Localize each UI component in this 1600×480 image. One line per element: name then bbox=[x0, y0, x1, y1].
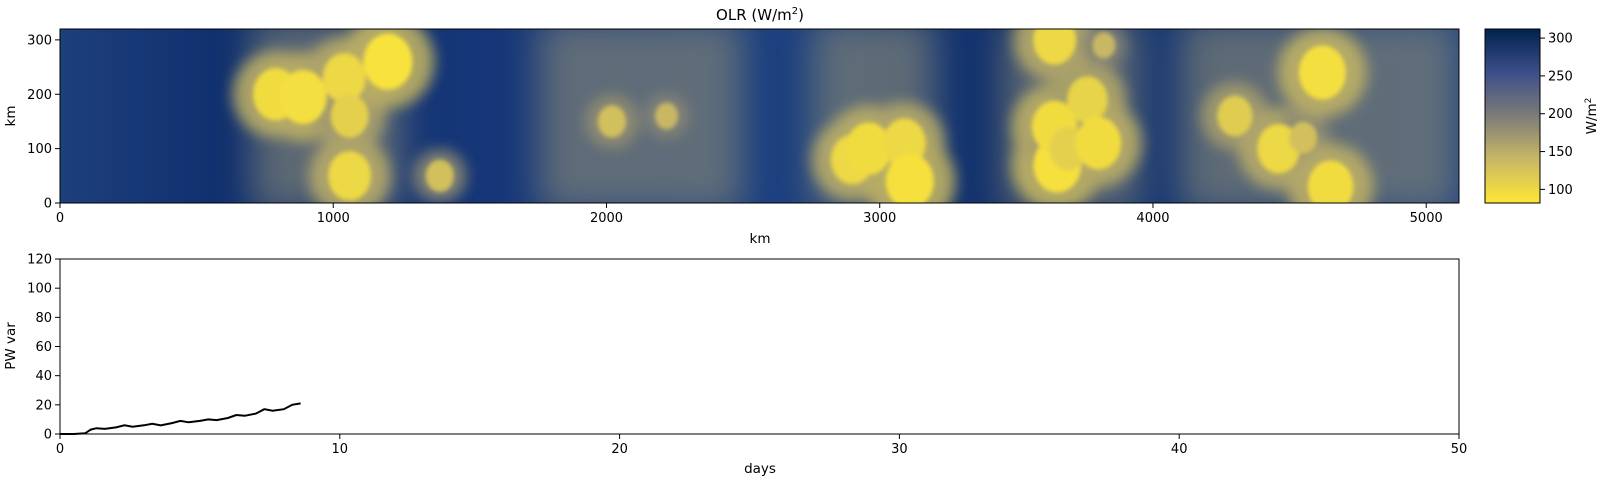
cell-core-4 bbox=[328, 151, 372, 201]
pwvar-x-tick-label: 50 bbox=[1451, 442, 1468, 457]
pwvar-y-tick-label: 20 bbox=[35, 398, 52, 413]
cell-core-5 bbox=[363, 33, 413, 90]
pwvar-y-tick-label: 80 bbox=[35, 311, 52, 326]
pwvar-x-tick-label: 40 bbox=[1171, 442, 1188, 457]
pwvar-y-tick-label: 0 bbox=[44, 428, 52, 443]
olr-x-tick-label: 4000 bbox=[1136, 211, 1169, 226]
colorbar-ticks: 100 150 200 250 300 bbox=[1540, 32, 1573, 198]
colorbar-frame bbox=[1484, 28, 1541, 204]
cell-core-6 bbox=[425, 159, 454, 192]
pwvar-panel: 0 10 20 30 40 50 0 20 40 60 80 100 120 days PW var bbox=[3, 253, 1467, 478]
cell-core-1 bbox=[279, 69, 327, 124]
olr-y-tick-label: 100 bbox=[27, 142, 52, 157]
cell-core-8 bbox=[655, 102, 679, 130]
pwvar-x-ticks: 0 10 20 30 40 50 bbox=[56, 434, 1467, 457]
cell-core-layer bbox=[253, 29, 1354, 203]
colorbar-label: W/m2 bbox=[1584, 98, 1600, 135]
colorbar-fill bbox=[1485, 29, 1540, 203]
pwvar-x-tick-label: 0 bbox=[56, 442, 64, 457]
cell-core-19 bbox=[1092, 32, 1116, 59]
pwvar-x-axis-label: days bbox=[744, 461, 776, 477]
colorbar-tick-label: 250 bbox=[1548, 69, 1573, 84]
olr-title: OLR (W/m2) bbox=[716, 6, 804, 24]
pwvar-series-line bbox=[60, 402, 301, 435]
cell-core-2 bbox=[322, 53, 366, 103]
cell-core-12 bbox=[885, 153, 934, 203]
colorbar-tick-label: 150 bbox=[1548, 145, 1573, 160]
olr-x-tick-label: 1000 bbox=[317, 211, 350, 226]
olr-y-ticks: 0 100 200 300 bbox=[27, 33, 60, 212]
cell-core-24 bbox=[1307, 160, 1354, 203]
pwvar-axes-frame bbox=[59, 258, 1460, 435]
cell-core-13 bbox=[1033, 29, 1077, 65]
cell-core-10 bbox=[846, 122, 892, 175]
olr-y-tick-label: 200 bbox=[27, 88, 52, 103]
olr-x-ticks: 0 1000 2000 3000 4000 5000 bbox=[56, 203, 1443, 226]
pwvar-y-ticks: 0 20 40 60 80 100 120 bbox=[27, 253, 60, 443]
cell-core-7 bbox=[597, 105, 626, 138]
cell-core-17 bbox=[1067, 76, 1108, 123]
olr-y-axis-label: km bbox=[3, 106, 19, 127]
pwvar-y-tick-label: 120 bbox=[27, 253, 52, 268]
pwvar-x-tick-label: 10 bbox=[332, 442, 349, 457]
colorbar-tick-label: 100 bbox=[1548, 183, 1573, 198]
olr-y-tick-label: 300 bbox=[27, 33, 52, 48]
pwvar-x-tick-label: 20 bbox=[611, 442, 628, 457]
olr-axes-frame bbox=[59, 28, 1460, 204]
pwvar-y-tick-label: 40 bbox=[35, 369, 52, 384]
colorbar-tick-label: 300 bbox=[1548, 32, 1573, 47]
olr-x-tick-label: 0 bbox=[56, 211, 64, 226]
olr-x-tick-label: 2000 bbox=[590, 211, 623, 226]
olr-x-tick-label: 3000 bbox=[863, 211, 896, 226]
olr-field bbox=[60, 29, 1459, 203]
pwvar-y-axis-label: PW var bbox=[3, 322, 19, 370]
pwvar-y-tick-label: 60 bbox=[35, 340, 52, 355]
cell-core-23 bbox=[1298, 45, 1346, 100]
olr-x-axis-label: km bbox=[750, 231, 771, 247]
olr-y-tick-label: 0 bbox=[44, 197, 52, 212]
cloud-band-1 bbox=[538, 29, 744, 203]
olr-x-tick-label: 5000 bbox=[1410, 211, 1443, 226]
pwvar-y-tick-label: 100 bbox=[27, 282, 52, 297]
cell-core-20 bbox=[1217, 95, 1253, 137]
olr-panel: OLR (W/m2) 0 1000 2000 3000 4000 5000 0 100 200… bbox=[3, 6, 1600, 247]
colorbar-tick-label: 200 bbox=[1548, 107, 1573, 122]
olr-colorbar: 100 150 200 250 300 W/m2 bbox=[1484, 28, 1600, 204]
cell-core-18 bbox=[1075, 117, 1122, 170]
pwvar-x-tick-label: 30 bbox=[891, 442, 908, 457]
cell-core-22 bbox=[1289, 121, 1318, 154]
cell-core-3 bbox=[330, 94, 369, 138]
